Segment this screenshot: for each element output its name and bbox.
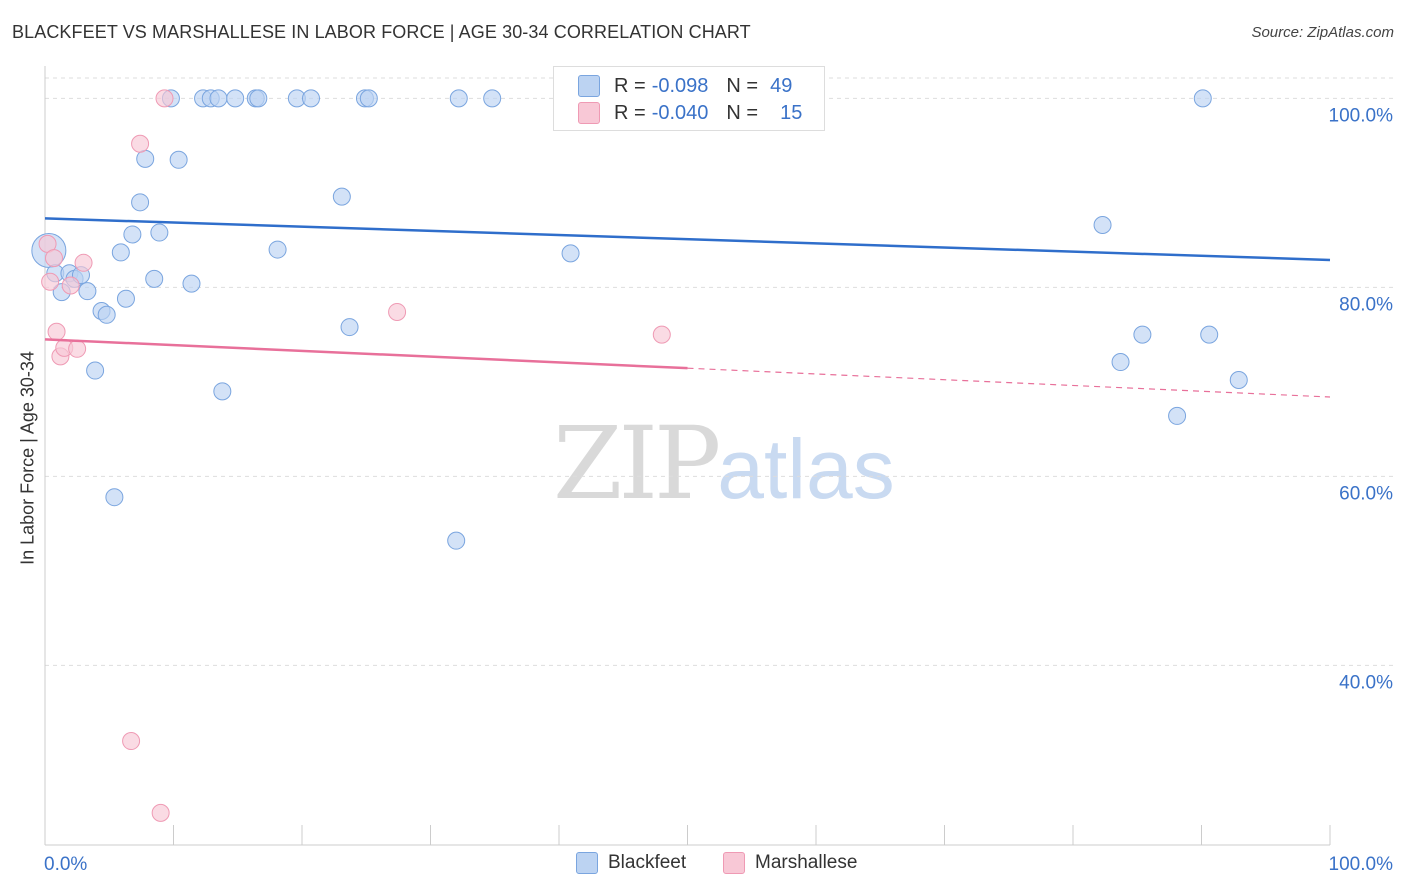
bottom-legend-label: Marshallese xyxy=(755,852,858,873)
y-tick-label: 40.0% xyxy=(1339,672,1393,693)
blackfeet-point xyxy=(1200,325,1219,344)
blackfeet-point xyxy=(483,89,502,108)
blackfeet-point xyxy=(1133,325,1152,344)
blackfeet-point xyxy=(145,269,164,288)
x-tick-label: 0.0% xyxy=(44,854,87,875)
blackfeet-point xyxy=(359,89,378,108)
chart-title: BLACKFEET VS MARSHALLESE IN LABOR FORCE … xyxy=(12,22,751,42)
blackfeet-point xyxy=(182,274,201,293)
marshallese-point xyxy=(74,253,93,272)
blackfeet-point xyxy=(136,149,155,168)
blackfeet-point xyxy=(116,289,135,308)
blackfeet-swatch xyxy=(578,75,600,97)
blackfeet-swatch xyxy=(576,852,598,874)
blackfeet-point xyxy=(1093,216,1112,234)
source-label: Source: ZipAtlas.com xyxy=(1251,24,1394,41)
legend-row-marshallese: R = -0.040 N = 15 xyxy=(578,100,802,126)
marshallese-point xyxy=(122,732,141,751)
marshallese-swatch xyxy=(578,102,600,124)
blackfeet-point xyxy=(169,150,188,169)
blackfeet-point xyxy=(111,243,130,262)
r-value: -0.098 xyxy=(651,74,709,97)
marshallese-point xyxy=(155,89,174,108)
r-value: -0.040 xyxy=(651,101,709,124)
blackfeet-point xyxy=(301,89,320,108)
blackfeet-point xyxy=(209,89,228,108)
marshallese-point xyxy=(652,325,671,344)
y-tick-label: 80.0% xyxy=(1339,294,1393,315)
marshallese-trend-line xyxy=(44,338,688,370)
marshallese-point xyxy=(61,276,80,295)
bottom-legend-label: Blackfeet xyxy=(608,852,687,873)
blackfeet-point xyxy=(150,223,169,242)
n-label: N = xyxy=(726,74,759,97)
watermark-zip: ZIP xyxy=(553,405,721,522)
blackfeet-point xyxy=(78,282,97,301)
x-tick-label: 100.0% xyxy=(1329,854,1394,875)
bottom-legend-marshallese: Marshallese xyxy=(723,852,857,874)
blackfeet-point xyxy=(226,89,245,108)
n-value: 15 xyxy=(780,101,803,124)
marshallese-swatch xyxy=(723,852,745,874)
blackfeet-point xyxy=(332,187,351,206)
y-tick-label: 60.0% xyxy=(1339,483,1393,504)
n-value: 49 xyxy=(770,74,793,97)
blackfeet-point xyxy=(1111,353,1130,372)
watermark: ZIPatlas xyxy=(553,405,895,522)
blackfeet-point xyxy=(131,193,150,212)
blackfeet-point xyxy=(1168,406,1187,425)
blackfeet-point xyxy=(1229,371,1248,389)
blackfeet-point xyxy=(213,382,232,401)
blackfeet-point xyxy=(268,240,287,259)
marshallese-point xyxy=(41,272,60,291)
marshallese-point xyxy=(131,134,150,153)
marshallese-trend-line-dashed xyxy=(687,367,1331,398)
watermark-atlas: atlas xyxy=(717,422,895,516)
marshallese-point xyxy=(151,803,170,822)
blackfeet-point xyxy=(1193,89,1212,108)
marshallese-point xyxy=(388,302,407,321)
marshallese-point xyxy=(47,322,66,341)
marshallese-point xyxy=(44,249,63,268)
r-label: R = xyxy=(614,74,646,97)
blackfeet-trend-line xyxy=(44,217,1331,262)
y-tick-label: 100.0% xyxy=(1329,105,1394,126)
blackfeet-point xyxy=(340,318,359,337)
legend-row-blackfeet: R = -0.098 N = 49 xyxy=(578,73,792,99)
y-axis-label: In Labor Force | Age 30-34 xyxy=(17,351,38,565)
blackfeet-point xyxy=(449,89,468,108)
stats-legend: R = -0.098 N = 49 R = -0.040 N = 15 xyxy=(553,66,825,131)
blackfeet-point xyxy=(561,244,580,263)
blackfeet-point xyxy=(105,488,124,507)
blackfeet-point xyxy=(86,361,105,380)
blackfeet-point xyxy=(123,225,142,244)
n-label: N = xyxy=(726,101,759,124)
marshallese-point xyxy=(68,339,87,358)
r-label: R = xyxy=(614,101,646,124)
blackfeet-point xyxy=(249,89,268,108)
blackfeet-point xyxy=(447,531,466,550)
bottom-legend-blackfeet: Blackfeet xyxy=(576,852,686,874)
blackfeet-point xyxy=(97,305,116,324)
